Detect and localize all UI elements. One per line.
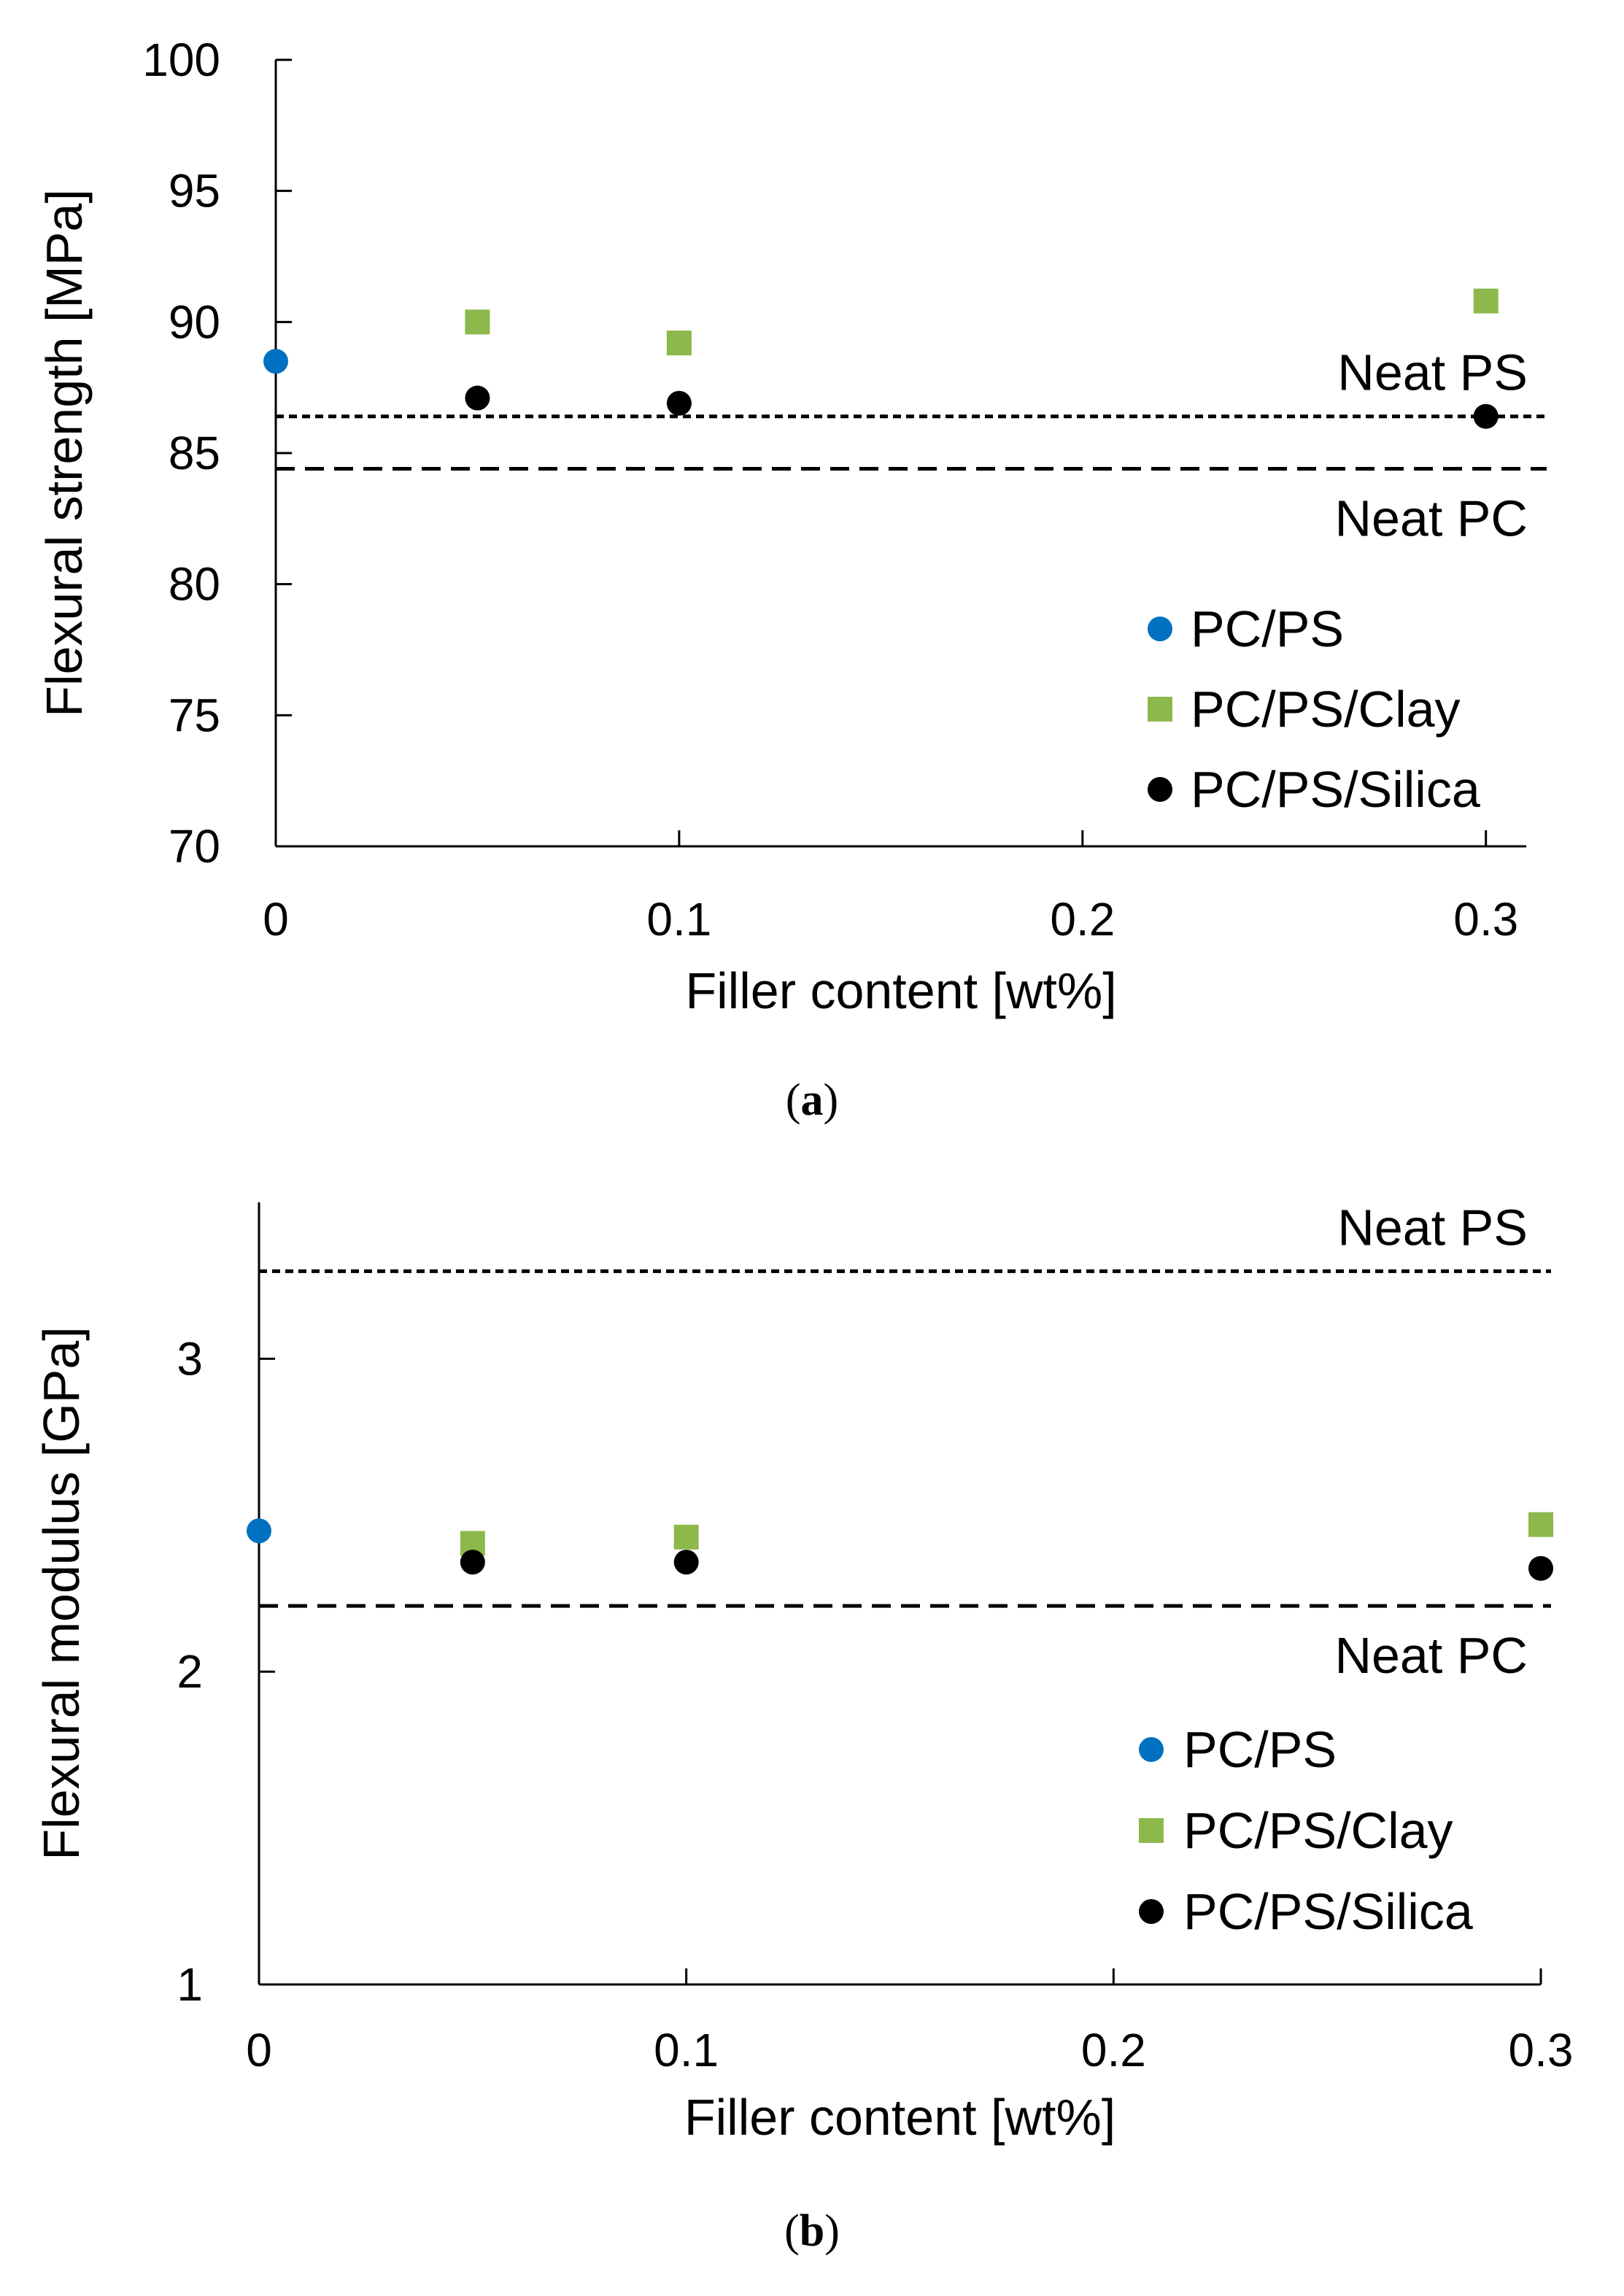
legend-label: PC/PS/Clay	[1183, 1802, 1453, 1859]
legend-marker-pc-ps-clay	[1139, 1818, 1164, 1843]
legend-label: PC/PS	[1191, 600, 1344, 657]
data-point-pc-ps-silica	[1528, 1555, 1553, 1581]
y-axis-title: Flexural modulus [GPa]	[33, 1326, 90, 1860]
reference-line-label: Neat PS	[1337, 344, 1528, 401]
data-point-pc-ps	[263, 349, 288, 374]
x-tick-label: 0.2	[1081, 2024, 1146, 2076]
data-point-pc-ps-clay	[666, 331, 692, 356]
reference-line-label: Neat PC	[1334, 490, 1528, 547]
y-tick-label: 70	[169, 820, 220, 873]
x-tick-label: 0.1	[646, 893, 711, 946]
legend-label: PC/PS/Silica	[1191, 761, 1480, 818]
x-axis-title: Filler content [wt%]	[684, 2089, 1115, 2146]
reference-line-label: Neat PC	[1334, 1627, 1528, 1684]
y-tick-label: 3	[177, 1332, 203, 1385]
panel-b-caption-label: b	[800, 2206, 824, 2256]
legend-marker-pc-ps	[1139, 1737, 1164, 1762]
data-point-pc-ps-clay	[1473, 288, 1499, 314]
legend-marker-pc-ps-clay	[1148, 697, 1172, 722]
data-point-pc-ps-clay	[1528, 1512, 1553, 1537]
data-point-pc-ps-silica	[666, 390, 692, 416]
data-point-pc-ps	[247, 1518, 271, 1544]
legend-marker-pc-ps-silica	[1139, 1899, 1164, 1924]
data-point-pc-ps-clay	[673, 1524, 699, 1550]
legend-marker-pc-ps	[1148, 616, 1172, 641]
panel-a-caption-label: a	[801, 1075, 824, 1125]
legend-marker-pc-ps-silica	[1148, 777, 1172, 802]
x-tick-label: 0.3	[1453, 893, 1518, 946]
y-tick-label: 75	[169, 689, 220, 741]
x-tick-label: 0.1	[654, 2024, 719, 2076]
panel-a-caption: (a)	[786, 1075, 838, 1125]
legend-label: PC/PS	[1183, 1721, 1337, 1778]
data-point-pc-ps-silica	[465, 385, 490, 411]
data-point-pc-ps-clay	[465, 309, 490, 335]
reference-line-label: Neat PS	[1337, 1199, 1528, 1256]
y-tick-label: 90	[169, 295, 220, 348]
x-tick-label: 0	[246, 2024, 272, 2076]
chart-panel-b: 1 2 3 0 0.1 0.2 0.3 Filler content [wt%] Flexura…	[33, 1199, 1573, 2146]
y-tick-label: 95	[169, 165, 220, 217]
data-point-pc-ps-silica	[460, 1550, 485, 1575]
y-tick-label: 80	[169, 558, 220, 611]
chart-panel-a: 70 75 80 85 90 95 100 0 0.1 0.2 0.3 Filler content …	[36, 34, 1547, 1019]
y-tick-label: 100	[142, 34, 220, 86]
panel-b-caption: (b)	[784, 2206, 840, 2256]
x-tick-label: 0	[263, 893, 289, 946]
x-tick-label: 0.3	[1509, 2024, 1574, 2076]
data-point-pc-ps-silica	[1473, 403, 1499, 429]
y-axis-title: Flexural strength [MPa]	[36, 189, 93, 717]
x-axis-title: Filler content [wt%]	[685, 962, 1116, 1019]
x-tick-label: 0.2	[1050, 893, 1115, 946]
data-point-pc-ps-silica	[673, 1550, 699, 1575]
legend-label: PC/PS/Silica	[1183, 1883, 1473, 1940]
y-tick-label: 2	[177, 1645, 203, 1698]
y-tick-label: 85	[169, 427, 220, 479]
y-tick-label: 1	[177, 1958, 203, 2011]
legend-label: PC/PS/Clay	[1191, 681, 1461, 738]
